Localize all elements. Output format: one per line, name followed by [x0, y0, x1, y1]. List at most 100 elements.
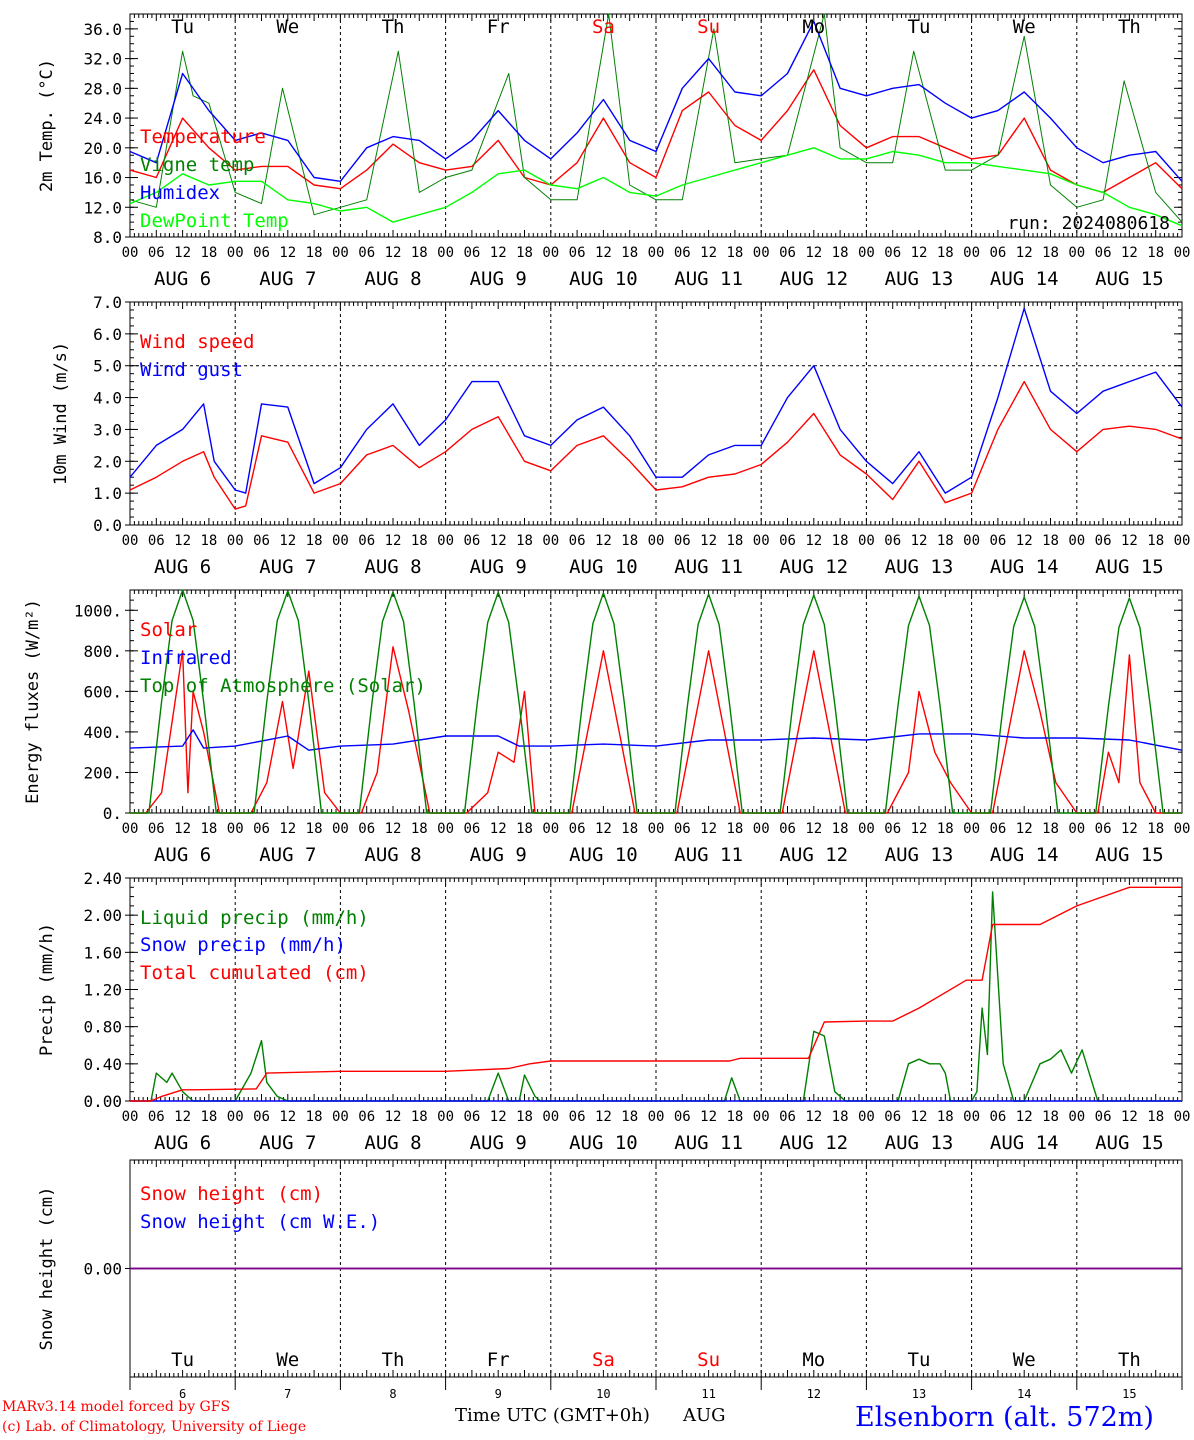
hour-label: 00	[227, 1109, 244, 1125]
run-label: run: 2024080618	[1007, 213, 1170, 234]
series-line	[129, 13, 1183, 223]
hour-label: 06	[148, 1109, 165, 1125]
date-label: AUG 15	[1095, 556, 1164, 578]
legend-entry: Temperature	[140, 126, 266, 148]
hour-label: 12	[385, 533, 402, 549]
hour-label: 12	[174, 245, 191, 261]
weekday-label: Th	[1118, 16, 1141, 38]
date-label: AUG 11	[674, 556, 743, 578]
date-label: AUG 15	[1095, 844, 1164, 866]
date-label: AUG 6	[154, 844, 211, 866]
hour-label: 12	[595, 1109, 612, 1125]
hour-label: 18	[411, 821, 428, 837]
hour-label: 00	[963, 533, 980, 549]
hour-label: 12	[700, 821, 717, 837]
hour-label: 06	[1095, 245, 1112, 261]
y-tick-label: 1.0	[93, 484, 122, 503]
hour-label: 12	[279, 533, 296, 549]
y-axis-label: Precip (mm/h)	[37, 923, 57, 1056]
day-number: 12	[807, 1387, 821, 1401]
y-tick-label: 36.0	[83, 20, 122, 39]
hour-label: 12	[805, 1109, 822, 1125]
hour-label: 00	[1068, 245, 1085, 261]
date-label: AUG 6	[154, 1132, 211, 1154]
hour-label: 00	[437, 533, 454, 549]
hour-label: 12	[1016, 533, 1033, 549]
hour-label: 18	[726, 245, 743, 261]
date-label: AUG 8	[364, 268, 421, 290]
y-tick-label: 3.0	[93, 420, 122, 439]
hour-label: 00	[963, 245, 980, 261]
series-line	[129, 20, 1183, 183]
y-tick-label: 0.	[103, 804, 122, 823]
y-tick-label: 0.80	[83, 1018, 122, 1037]
hour-label: 18	[832, 245, 849, 261]
hour-label: 12	[490, 533, 507, 549]
month-label: AUG	[683, 1405, 726, 1426]
weekday-label: Th	[382, 1349, 405, 1371]
hour-label: 06	[779, 821, 796, 837]
panel-frame	[129, 13, 1183, 238]
date-label: AUG 9	[470, 1132, 527, 1154]
y-tick-label: 4.0	[93, 389, 122, 408]
date-label: AUG 14	[990, 844, 1059, 866]
legend-entry: Snow precip (mm/h)	[140, 934, 346, 956]
y-tick-label: 2.0	[93, 452, 122, 471]
hour-label: 12	[1121, 245, 1138, 261]
day-number: 8	[389, 1387, 396, 1401]
hour-label: 00	[227, 245, 244, 261]
legend-entry: Liquid precip (mm/h)	[140, 907, 369, 929]
hour-label: 12	[490, 245, 507, 261]
y-tick-label: 2.40	[83, 869, 122, 888]
series-line	[130, 646, 1182, 814]
y-tick-label: 0.0	[93, 516, 122, 535]
panel-frame	[129, 301, 1183, 526]
hour-label: 00	[858, 821, 875, 837]
date-label: AUG 8	[364, 844, 421, 866]
hour-label: 00	[1174, 245, 1191, 261]
hour-label: 06	[253, 821, 270, 837]
date-label: AUG 10	[569, 268, 638, 290]
hour-label: 12	[595, 533, 612, 549]
weekday-label: Mo	[802, 16, 825, 38]
hour-label: 00	[542, 533, 559, 549]
hour-label: 12	[174, 1109, 191, 1125]
weekday-label: Tu	[908, 16, 931, 38]
weekday-label: Fr	[487, 1349, 510, 1371]
y-tick-label: 24.0	[83, 109, 122, 128]
y-tick-label: 0.40	[83, 1055, 122, 1074]
weekday-label: Th	[382, 16, 405, 38]
date-label: AUG 8	[364, 1132, 421, 1154]
hour-label: 00	[648, 821, 665, 837]
hour-label: 18	[200, 245, 217, 261]
hour-label: 06	[884, 1109, 901, 1125]
hour-label: 18	[621, 533, 638, 549]
date-label: AUG 10	[569, 844, 638, 866]
hour-label: 18	[726, 821, 743, 837]
date-label: AUG 12	[779, 268, 848, 290]
series-line	[130, 886, 1182, 1102]
hour-label: 00	[542, 1109, 559, 1125]
y-tick-label: 6.0	[93, 325, 122, 344]
weekday-label: Sa	[592, 16, 615, 38]
weekday-label: Mo	[802, 1349, 825, 1371]
lab-credit: (c) Lab. of Climatology, University of L…	[2, 1419, 307, 1435]
hour-label: 00	[858, 533, 875, 549]
hour-label: 06	[674, 821, 691, 837]
hour-label: 18	[832, 1109, 849, 1125]
date-label: AUG 13	[885, 268, 954, 290]
date-label: AUG 10	[569, 556, 638, 578]
station-label: Elsenborn (alt. 572m)	[855, 1402, 1154, 1433]
hour-label: 06	[989, 533, 1006, 549]
date-label: AUG 14	[990, 556, 1059, 578]
weekday-label: Sa	[592, 1349, 615, 1371]
y-tick-label: 200.	[83, 763, 122, 782]
hour-label: 18	[1147, 245, 1164, 261]
hour-label: 00	[227, 533, 244, 549]
hour-label: 00	[648, 245, 665, 261]
hour-label: 00	[437, 245, 454, 261]
hour-label: 00	[332, 1109, 349, 1125]
hour-label: 18	[937, 821, 954, 837]
hour-label: 00	[332, 533, 349, 549]
model-credit: MARv3.14 model forced by GFS	[2, 1399, 231, 1415]
